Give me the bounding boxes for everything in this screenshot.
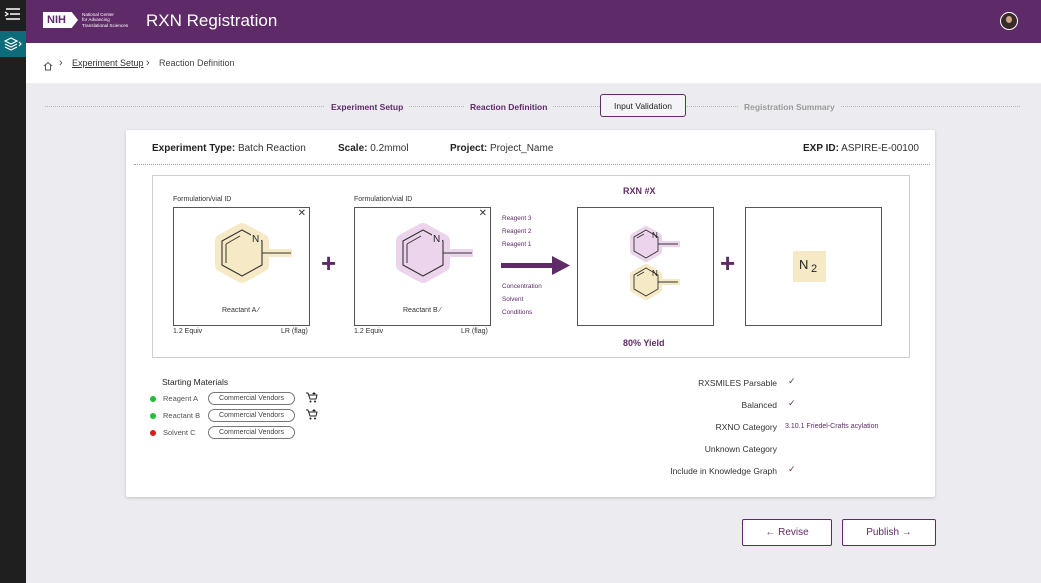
breadcrumb-experiment-setup[interactable]: Experiment Setup: [72, 58, 144, 68]
experiment-type: Experiment Type: Batch Reaction: [152, 143, 306, 154]
side-rail: [0, 0, 26, 583]
edit-icon[interactable]: ⁄: [439, 307, 441, 314]
starting-materials-title: Starting Materials: [162, 377, 229, 387]
yield: 80% Yield: [623, 338, 665, 348]
divider: [134, 164, 930, 165]
reactant-b-flag: LR (flag): [461, 328, 488, 335]
step-registration-summary: Registration Summary: [738, 102, 841, 112]
close-icon[interactable]: ✕: [478, 208, 487, 219]
layers-icon: [4, 37, 22, 51]
validation-card: Experiment Type: Batch Reaction Scale: 0…: [126, 130, 935, 497]
plus-icon: +: [321, 248, 337, 278]
reactant-a-name: Reactant A ⁄: [222, 307, 259, 314]
exp-id: EXP ID: ASPIRE-E-00100: [803, 143, 919, 154]
svg-text:N: N: [652, 231, 658, 240]
close-icon[interactable]: ✕: [297, 208, 306, 219]
reactant-b-name: Reactant B ⁄: [403, 307, 441, 314]
condition-concentration: Concentration: [502, 283, 542, 290]
reaction-arrow-icon: [501, 256, 570, 275]
check-icon: ✓: [788, 398, 796, 408]
byproduct-subscript: 2: [811, 263, 818, 275]
product-card[interactable]: N N: [577, 207, 714, 326]
layers-nav-button[interactable]: [0, 31, 26, 57]
revise-button[interactable]: ← Revise: [742, 519, 832, 546]
reactant-b-header: Formulation/vial ID: [354, 196, 413, 203]
knowledge-graph-label: Include in Knowledge Graph: [670, 466, 777, 476]
project: Project: Project_Name: [450, 143, 554, 154]
app-title: RXN Registration: [146, 11, 278, 30]
svg-text:N: N: [652, 269, 658, 278]
commercial-vendors-button[interactable]: Commercial Vendors: [208, 426, 295, 439]
breadcrumb-current: Reaction Definition: [159, 58, 235, 68]
edit-icon[interactable]: ⁄: [257, 307, 259, 314]
svg-text:N: N: [433, 234, 440, 245]
breadcrumb-separator-icon: ›: [59, 57, 63, 69]
reagent-2: Reagent 2: [502, 228, 532, 235]
breadcrumb: › Experiment Setup › Reaction Definition: [26, 43, 1041, 83]
product-structure: N N: [630, 226, 680, 300]
starting-material-name: Reagent A: [163, 394, 199, 403]
publish-button[interactable]: Publish →: [842, 519, 936, 546]
check-icon: ✓: [788, 376, 796, 386]
reactant-a-header: Formulation/vial ID: [173, 196, 232, 203]
starting-material-name: Solvent C: [163, 428, 196, 437]
user-avatar[interactable]: [1000, 12, 1018, 30]
status-dot-green: [150, 396, 156, 402]
home-icon[interactable]: [43, 58, 53, 76]
reactant-a-card[interactable]: ✕ N Reactant A ⁄: [173, 207, 310, 326]
step-experiment-setup[interactable]: Experiment Setup: [325, 102, 410, 112]
arrow-right-icon: →: [901, 527, 912, 538]
check-icon: ✓: [788, 464, 796, 474]
menu-icon[interactable]: [4, 6, 22, 22]
condition-conditions: Conditions: [502, 309, 533, 316]
reactant-a-flag: LR (flag): [281, 328, 308, 335]
unknown-category-label: Unknown Category: [704, 444, 777, 454]
arrow-left-icon: ←: [765, 527, 776, 538]
byproduct-highlight: N 2: [793, 251, 826, 282]
nih-logo-text: National Center for Advancing Translatio…: [82, 12, 129, 28]
reagent-3: Reagent 3: [502, 215, 532, 222]
commercial-vendors-button[interactable]: Commercial Vendors: [208, 409, 295, 422]
rxn-number: RXN #X: [623, 186, 656, 196]
step-reaction-definition[interactable]: Reaction Definition: [464, 102, 554, 112]
reactant-b-equiv: 1.2 Equiv: [354, 328, 384, 335]
reactant-b-card[interactable]: ✕ N Reactant B ⁄: [354, 207, 491, 326]
status-dot-green: [150, 413, 156, 419]
reaction-scheme: Formulation/vial ID ✕ N Reactant A ⁄ 1.2…: [152, 175, 910, 358]
reactant-b-structure: N: [396, 223, 473, 283]
nih-logo-mark: NIH: [43, 12, 78, 28]
step-input-validation[interactable]: Input Validation: [600, 94, 686, 117]
status-dot-red: [150, 430, 156, 436]
byproduct-symbol: N: [799, 257, 809, 272]
reagent-1: Reagent 1: [502, 241, 532, 248]
balanced-label: Balanced: [741, 400, 777, 410]
condition-solvent: Solvent: [502, 296, 524, 303]
rxsmiles-label: RXSMILES Parsable: [698, 378, 777, 388]
commercial-vendors-button[interactable]: Commercial Vendors: [208, 392, 295, 405]
cart-icon[interactable]: [305, 391, 318, 409]
starting-material-name: Reactant B: [163, 411, 201, 420]
scale: Scale: 0.2mmol: [338, 143, 409, 154]
reactant-a-equiv: 1.2 Equiv: [173, 328, 203, 335]
reactant-a-structure: N: [215, 223, 292, 283]
svg-text:N: N: [252, 234, 259, 245]
plus-icon: +: [720, 248, 736, 278]
cart-icon[interactable]: [305, 408, 318, 426]
breadcrumb-separator-icon: ›: [146, 57, 150, 69]
rxno-label: RXNO Category: [715, 422, 777, 432]
app-header: NIH National Center for Advancing Transl…: [26, 0, 1041, 43]
nih-logo[interactable]: NIH National Center for Advancing Transl…: [43, 12, 142, 28]
byproduct-card[interactable]: N 2: [745, 207, 882, 326]
rxno-category-link[interactable]: 3.10.1 Friedel-Crafts acylation: [785, 423, 879, 430]
